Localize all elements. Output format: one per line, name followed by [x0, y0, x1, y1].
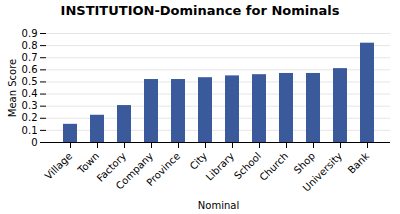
svg-text:Bank: Bank [346, 150, 372, 176]
svg-text:School: School [231, 150, 264, 182]
svg-text:University: University [301, 150, 345, 194]
svg-text:0.3: 0.3 [22, 100, 38, 111]
svg-text:Shop: Shop [291, 150, 318, 176]
svg-text:0.7: 0.7 [22, 52, 38, 63]
svg-text:Nominal: Nominal [198, 200, 239, 211]
svg-text:Town: Town [75, 150, 102, 176]
svg-text:Mean Score: Mean Score [7, 59, 18, 117]
svg-text:0.1: 0.1 [22, 125, 38, 136]
svg-text:Province: Province [144, 150, 182, 188]
svg-text:0.8: 0.8 [22, 40, 38, 51]
html-text:INSTITUTION-Dominance for Nomi: INSTITUTION-Dominance for Nominals [60, 3, 340, 18]
svg-text:0.2: 0.2 [22, 112, 38, 123]
svg-text:Church: Church [257, 150, 290, 183]
svg-text:0.4: 0.4 [22, 88, 38, 99]
svg-text:Library: Library [204, 150, 237, 183]
svg-text:Company: Company [113, 150, 156, 192]
svg-text:Factory: Factory [94, 150, 129, 184]
svg-text:0: 0 [31, 137, 37, 148]
svg-text:Village: Village [43, 150, 75, 182]
svg-text:0.5: 0.5 [22, 76, 38, 87]
svg-text:City: City [188, 150, 210, 172]
svg-text:0.6: 0.6 [22, 64, 38, 75]
svg-text:0.9: 0.9 [22, 28, 38, 39]
